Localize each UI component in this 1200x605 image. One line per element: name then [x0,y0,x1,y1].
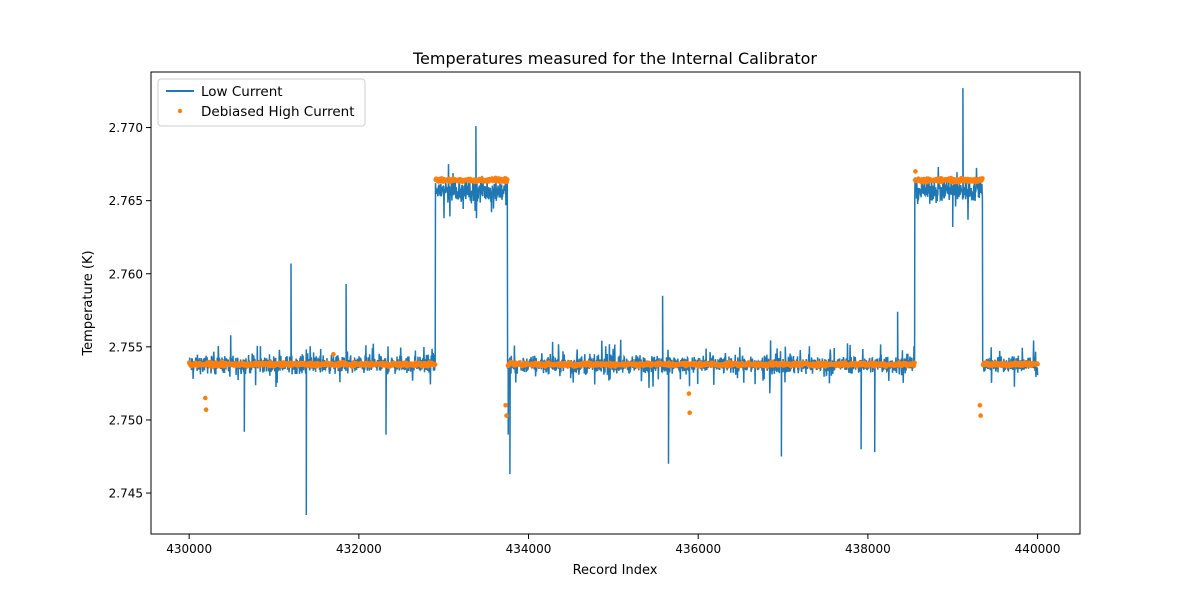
high-current-outlier-point [331,351,336,357]
x-tick-label: 432000 [336,542,382,556]
y-tick-label: 2.760 [109,267,143,281]
x-axis: 430000 432000 434000 436000 438000 440000 [166,534,1060,556]
legend-label-low-current: Low Current [201,84,283,100]
high-current-point [912,360,917,366]
x-tick-label: 438000 [845,542,891,556]
x-tick-label: 434000 [506,542,552,556]
y-tick-label: 2.765 [109,194,143,208]
plot-frame [150,71,1081,535]
high-current-outlier-point [978,413,983,418]
high-current-outlier-point [687,410,692,416]
legend-dot-swatch [177,108,183,114]
high-current-point [980,176,985,181]
high-current-outlier-point [504,413,509,418]
x-tick-label: 430000 [166,542,212,556]
x-axis-label: Record Index [573,563,658,578]
high-current-outlier-point [913,169,918,174]
high-current-outlier-point [203,407,209,413]
y-tick-label: 2.755 [109,340,143,354]
high-current-outlier-point [203,395,208,401]
high-current-point [505,177,510,182]
y-axis-label: Temperature (K) [81,250,96,356]
x-tick-label: 436000 [675,542,721,556]
y-tick-label: 2.770 [109,121,143,135]
series-high-current-points [186,169,1040,418]
x-tick-label: 440000 [1015,542,1061,556]
chart-title: Temperatures measured for the Internal C… [412,49,817,68]
series-low-current-line [188,88,1039,516]
high-current-point [432,362,438,367]
high-current-point [1035,361,1040,367]
y-tick-label: 2.745 [109,487,143,501]
y-axis: 2.745 2.750 2.755 2.760 2.765 2.770 [109,121,151,501]
plot-area [186,88,1040,516]
y-tick-label: 2.750 [109,413,143,427]
legend-label-high-current: Debiased High Current [201,104,355,120]
high-current-outlier-point [686,391,692,396]
legend: Low Current Debiased High Current [157,78,366,127]
legend-box [157,78,366,127]
high-current-outlier-point [503,403,508,408]
high-current-outlier-point [977,403,983,408]
